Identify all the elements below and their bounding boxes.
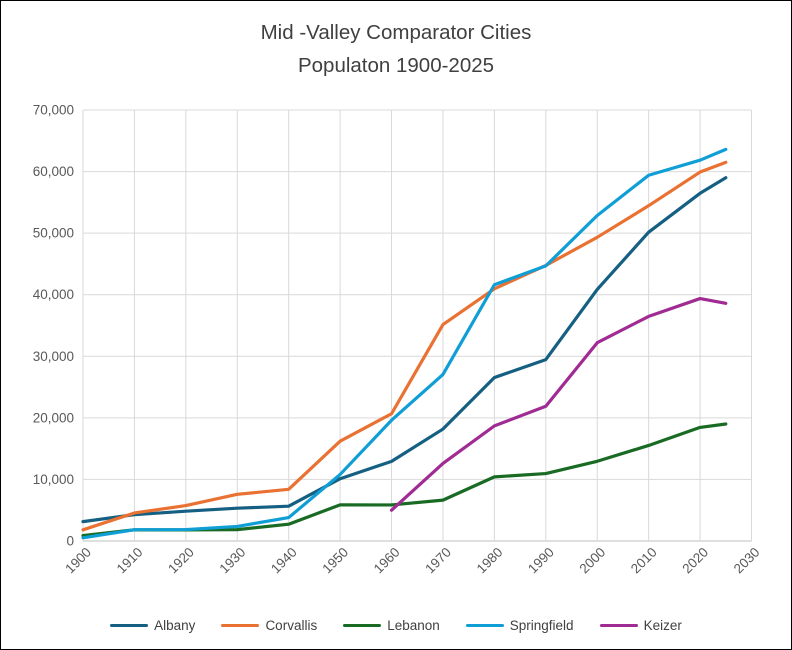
legend-label-corvallis: Corvallis bbox=[265, 618, 318, 633]
series-line-corvallis bbox=[81, 160, 728, 532]
x-tick-label: 2010 bbox=[628, 545, 660, 577]
legend-swatch-keizer bbox=[599, 623, 638, 628]
legend-item-corvallis: Corvallis bbox=[221, 618, 317, 633]
x-tick-label: 1980 bbox=[474, 545, 506, 577]
legend-item-keizer: Keizer bbox=[599, 618, 682, 633]
y-tick-label: 50,000 bbox=[33, 226, 74, 241]
chart-legend: Albany Corvallis Lebanon Springfield Keizer bbox=[1, 618, 791, 633]
x-tick-label: 2030 bbox=[731, 545, 763, 577]
x-tick-label: 1900 bbox=[62, 545, 94, 577]
x-tick-label: 1920 bbox=[165, 545, 197, 577]
y-tick-label: 20,000 bbox=[33, 410, 74, 425]
legend-item-lebanon: Lebanon bbox=[343, 618, 440, 633]
y-tick-label: 10,000 bbox=[33, 472, 74, 487]
x-tick-label: 1970 bbox=[422, 545, 454, 577]
x-tick-label: 2020 bbox=[679, 545, 711, 577]
series-line-albany bbox=[81, 176, 728, 524]
legend-swatch-corvallis bbox=[221, 623, 260, 628]
x-tick-label: 2000 bbox=[576, 545, 608, 577]
y-tick-label: 30,000 bbox=[33, 349, 74, 364]
chart-title-line1: Mid -Valley Comparator Cities bbox=[260, 21, 532, 44]
y-tick-label: 70,000 bbox=[33, 103, 74, 118]
y-tick-label: 60,000 bbox=[33, 164, 74, 179]
chart-title: Mid -Valley Comparator Cities Populaton … bbox=[1, 16, 791, 82]
x-tick-label: 1940 bbox=[268, 545, 300, 577]
legend-item-springfield: Springfield bbox=[465, 618, 574, 633]
legend-label-albany: Albany bbox=[154, 618, 196, 633]
series-line-keizer bbox=[389, 296, 728, 512]
x-tick-label: 1960 bbox=[371, 545, 403, 577]
chart-title-line2: Populaton 1900-2025 bbox=[297, 54, 495, 77]
x-tick-label: 1930 bbox=[217, 545, 249, 577]
series-line-springfield bbox=[81, 147, 728, 540]
legend-label-lebanon: Lebanon bbox=[387, 618, 440, 633]
legend-item-albany: Albany bbox=[110, 618, 195, 633]
legend-swatch-albany bbox=[110, 623, 149, 628]
legend-swatch-lebanon bbox=[343, 623, 382, 628]
y-tick-label: 40,000 bbox=[33, 287, 74, 302]
y-tick-label: 0 bbox=[66, 534, 74, 549]
x-tick-label: 1910 bbox=[114, 545, 146, 577]
legend-label-springfield: Springfield bbox=[509, 618, 574, 633]
x-tick-label: 1990 bbox=[525, 545, 557, 577]
legend-swatch-springfield bbox=[465, 623, 504, 628]
x-tick-label: 1950 bbox=[319, 545, 351, 577]
legend-label-keizer: Keizer bbox=[643, 618, 682, 633]
